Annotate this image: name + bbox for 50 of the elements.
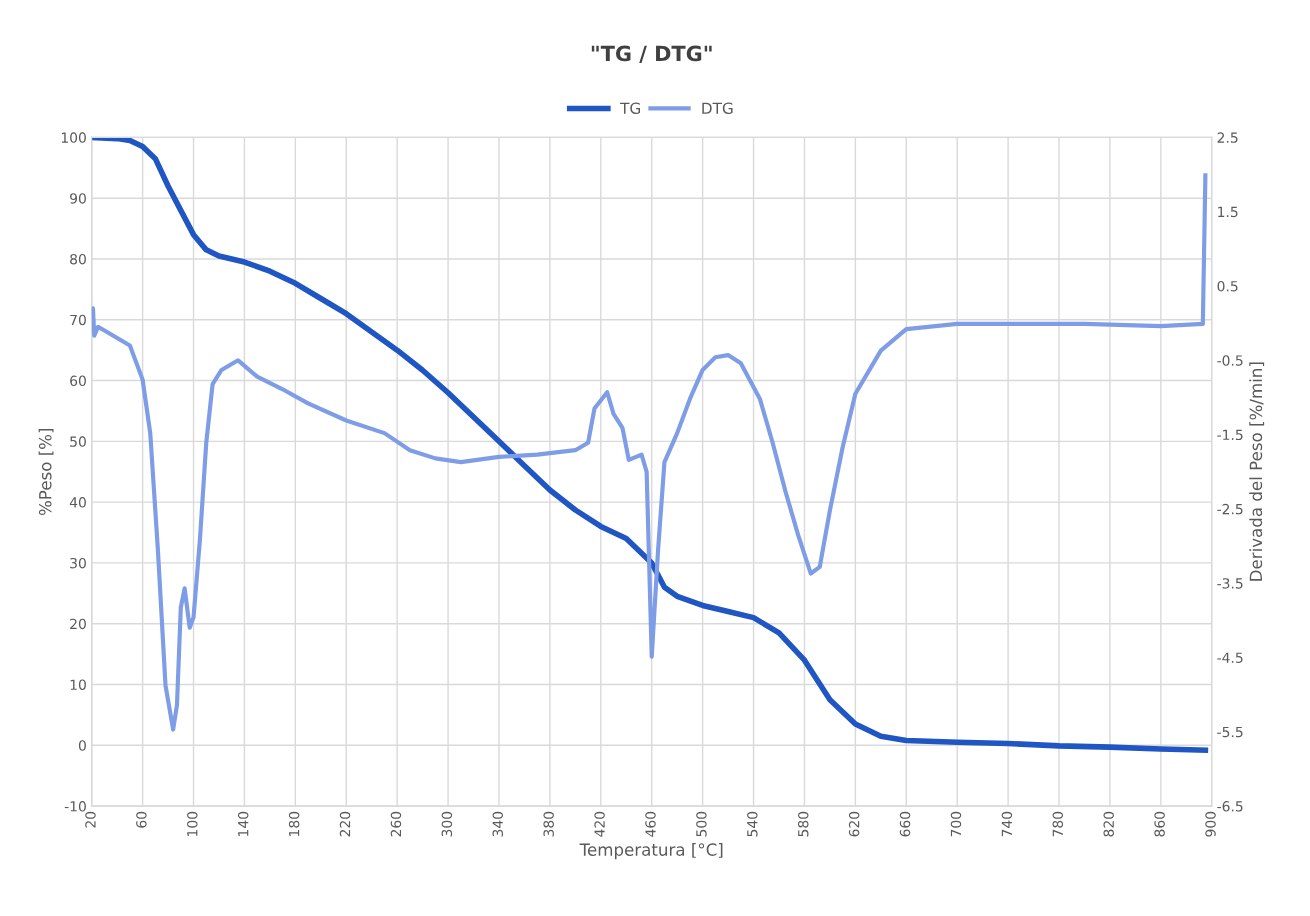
x-tick-label: 820 <box>1103 811 1114 837</box>
y-tick-label: -10 <box>64 801 86 812</box>
x-tick-label: 700 <box>950 811 962 837</box>
y2-tick-label: -5.5 <box>1217 726 1243 738</box>
y-tick-label: 10 <box>70 679 86 690</box>
y-tick-label: 80 <box>70 253 86 265</box>
x-tick-label: 780 <box>1052 811 1064 837</box>
x-tick-label: 140 <box>237 811 249 836</box>
y-tick-label: 30 <box>70 557 86 569</box>
y2-tick-label: 2.5 <box>1217 132 1238 143</box>
legend-label: DTG <box>702 102 733 114</box>
x-tick-label: 620 <box>848 811 860 837</box>
x-tick-label: 740 <box>1001 811 1013 837</box>
y-tick-label: 100 <box>61 132 86 143</box>
x-tick-label: 220 <box>339 811 351 837</box>
x-tick-label: 260 <box>390 811 402 837</box>
x-tick-label: 860 <box>1154 811 1165 837</box>
x-tick-label: 900 <box>1205 811 1216 837</box>
y2-tick-label: -2.5 <box>1217 503 1243 515</box>
x-tick-label: 380 <box>543 811 554 837</box>
y2-tick-label: 1.5 <box>1218 206 1238 218</box>
x-tick-label: 180 <box>288 811 300 836</box>
x-tick-label: 100 <box>187 811 198 836</box>
y-tick-label: 20 <box>70 618 86 630</box>
x-tick-label: 500 <box>696 811 707 837</box>
y2-tick-label: 0.5 <box>1217 280 1238 292</box>
y-axis-title: %Peso [%] <box>38 428 54 516</box>
y2-axis-title: Derivada del Peso [%/min] <box>1249 362 1265 581</box>
x-tick-label: 540 <box>747 811 758 837</box>
y2-tick-label: -0.5 <box>1217 355 1243 366</box>
x-tick-label: 420 <box>594 811 605 837</box>
x-tick-label: 460 <box>645 811 656 837</box>
y2-tick-label: -6.5 <box>1217 801 1243 812</box>
y-tick-label: 50 <box>70 436 86 447</box>
y-tick-label: 90 <box>70 193 86 204</box>
x-axis-title: Temperatura [°C] <box>579 843 723 860</box>
x-tick-label: 60 <box>136 811 147 828</box>
y2-tick-label: -4.5 <box>1217 652 1243 663</box>
y-tick-label: 0 <box>78 740 86 751</box>
legend-label: TG <box>620 102 641 114</box>
x-tick-label: 340 <box>492 811 504 837</box>
x-tick-label: 580 <box>797 811 809 837</box>
x-tick-label: 660 <box>899 811 911 837</box>
y2-tick-label: -1.5 <box>1217 429 1243 441</box>
chart-title: "TG / DTG" <box>591 45 712 63</box>
y-tick-label: 60 <box>70 375 86 387</box>
y2-tick-label: -3.5 <box>1217 578 1243 589</box>
y-tick-label: 70 <box>70 314 86 326</box>
y-tick-label: 40 <box>69 497 86 508</box>
x-tick-label: 300 <box>441 811 453 837</box>
